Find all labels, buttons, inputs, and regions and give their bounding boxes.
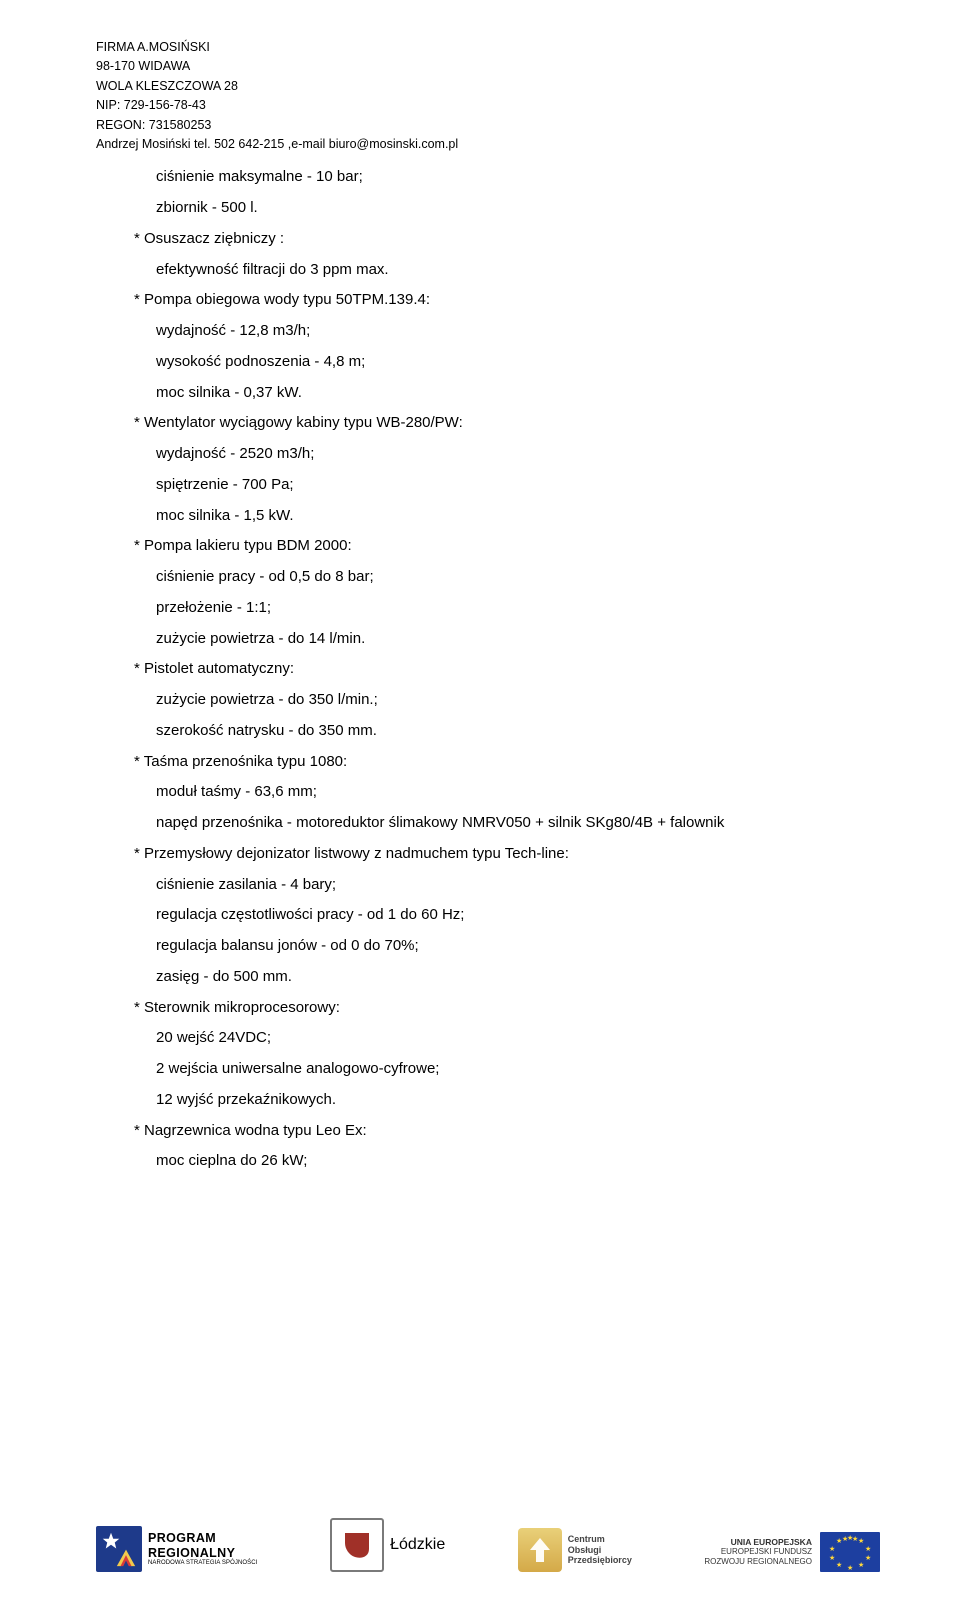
header-line: WOLA KLESZCZOWA 28 [96, 77, 870, 96]
program-regionalny-logo: PROGRAM REGIONALNY NARODOWA STRATEGIA SP… [96, 1526, 257, 1572]
body-line: napęd przenośnika - motoreduktor ślimako… [134, 808, 870, 839]
body-line: ciśnienie maksymalne - 10 bar; [134, 162, 870, 193]
eu-flag-icon: ★ ★ ★ ★ ★ ★ ★ ★ ★ ★ ★ ★ [820, 1532, 880, 1572]
body-line: wydajność - 2520 m3/h; [134, 439, 870, 470]
ue-text: UNIA EUROPEJSKA EUROPEJSKI FUNDUSZ ROZWO… [704, 1537, 812, 1568]
header-line: 98-170 WIDAWA [96, 57, 870, 76]
footer-logos: PROGRAM REGIONALNY NARODOWA STRATEGIA SP… [0, 1518, 960, 1572]
body-line: * Przemysłowy dejonizator listwowy z nad… [134, 839, 870, 870]
pr-sub: NARODOWA STRATEGIA SPÓJNOŚCI [148, 1560, 257, 1567]
cop-text: Centrum Obsługi Przedsiębiorcy [568, 1534, 632, 1566]
lodzkie-shape-icon [339, 1527, 375, 1563]
body-line: * Pompa lakieru typu BDM 2000: [134, 531, 870, 562]
lodzkie-logo: Łódzkie [330, 1518, 445, 1572]
body-line: zużycie powietrza - do 14 l/min. [134, 624, 870, 655]
header-line: NIP: 729-156-78-43 [96, 96, 870, 115]
body-line: * Sterownik mikroprocesorowy: [134, 993, 870, 1024]
body-line: moc silnika - 0,37 kW. [134, 378, 870, 409]
pr-line1: PROGRAM [148, 1531, 257, 1545]
body-line: zużycie powietrza - do 350 l/min.; [134, 685, 870, 716]
body-line: regulacja balansu jonów - od 0 do 70%; [134, 931, 870, 962]
body-line: ciśnienie zasilania - 4 bary; [134, 870, 870, 901]
body-line: przełożenie - 1:1; [134, 593, 870, 624]
header-line: FIRMA A.MOSIŃSKI [96, 38, 870, 57]
lodzkie-badge-icon [330, 1518, 384, 1572]
page: FIRMA A.MOSIŃSKI 98-170 WIDAWA WOLA KLES… [0, 0, 960, 1600]
body-line: spiętrzenie - 700 Pa; [134, 470, 870, 501]
body-line: szerokość natrysku - do 350 mm. [134, 716, 870, 747]
body-line: zasięg - do 500 mm. [134, 962, 870, 993]
pr-text: PROGRAM REGIONALNY NARODOWA STRATEGIA SP… [148, 1531, 257, 1567]
body-line: 20 wejść 24VDC; [134, 1023, 870, 1054]
ue-l1: UNIA EUROPEJSKA [704, 1537, 812, 1548]
ue-l3: ROZWOJU REGIONALNEGO [704, 1557, 812, 1567]
body-line: * Taśma przenośnika typu 1080: [134, 747, 870, 778]
header-line: Andrzej Mosiński tel. 502 642-215 ,e-mai… [96, 135, 870, 154]
arrow-up-icon [526, 1536, 554, 1564]
pr-badge-icon [96, 1526, 142, 1572]
body-line: * Pistolet automatyczny: [134, 654, 870, 685]
ue-logo: UNIA EUROPEJSKA EUROPEJSKI FUNDUSZ ROZWO… [704, 1532, 880, 1572]
body-line: 2 wejścia uniwersalne analogowo-cyfrowe; [134, 1054, 870, 1085]
ue-l2: EUROPEJSKI FUNDUSZ [704, 1547, 812, 1557]
cop-l1: Centrum [568, 1534, 632, 1545]
document-body: ciśnienie maksymalne - 10 bar;zbiornik -… [96, 162, 870, 1177]
body-line: * Nagrzewnica wodna typu Leo Ex: [134, 1116, 870, 1147]
body-line: moc cieplna do 26 kW; [134, 1146, 870, 1177]
body-line: * Pompa obiegowa wody typu 50TPM.139.4: [134, 285, 870, 316]
cop-l2: Obsługi [568, 1545, 632, 1556]
body-line: wydajność - 12,8 m3/h; [134, 316, 870, 347]
header-line: REGON: 731580253 [96, 116, 870, 135]
body-line: moc silnika - 1,5 kW. [134, 501, 870, 532]
lodzkie-label: Łódzkie [390, 1536, 445, 1554]
document-header: FIRMA A.MOSIŃSKI 98-170 WIDAWA WOLA KLES… [96, 38, 870, 154]
cop-logo: Centrum Obsługi Przedsiębiorcy [518, 1528, 632, 1572]
pr-line2: REGIONALNY [148, 1546, 257, 1560]
body-line: moduł taśmy - 63,6 mm; [134, 777, 870, 808]
body-line: regulacja częstotliwości pracy - od 1 do… [134, 900, 870, 931]
body-line: wysokość podnoszenia - 4,8 m; [134, 347, 870, 378]
body-line: ciśnienie pracy - od 0,5 do 8 bar; [134, 562, 870, 593]
body-line: * Osuszacz ziębniczy : [134, 224, 870, 255]
cop-badge-icon [518, 1528, 562, 1572]
body-line: * Wentylator wyciągowy kabiny typu WB-28… [134, 408, 870, 439]
body-line: 12 wyjść przekaźnikowych. [134, 1085, 870, 1116]
body-line: zbiornik - 500 l. [134, 193, 870, 224]
chevron-icon [114, 1546, 138, 1568]
body-line: efektywność filtracji do 3 ppm max. [134, 255, 870, 286]
cop-l3: Przedsiębiorcy [568, 1555, 632, 1566]
